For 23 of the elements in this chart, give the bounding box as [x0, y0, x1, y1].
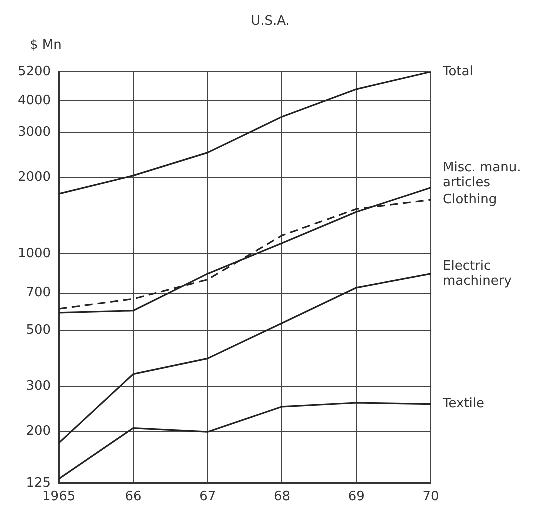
y-tick-label: 700 [26, 286, 52, 301]
y-tick-label: 3000 [18, 125, 52, 140]
x-tick-label: 70 [422, 490, 440, 505]
y-tick-label: 500 [26, 322, 52, 338]
y-tick-label: 1000 [18, 246, 52, 262]
y-tick-label: 5200 [18, 64, 52, 80]
x-tick-label: 69 [348, 490, 365, 505]
series-label: Electric machinery [443, 258, 512, 289]
chart-title: U.S.A. [250, 14, 291, 29]
y-tick-label: 300 [26, 379, 52, 394]
series-label: Textile [442, 396, 485, 412]
y-axis-title: $ Mn [30, 38, 62, 53]
series-label: Total [442, 64, 474, 80]
x-tick-label: 68 [274, 490, 291, 505]
x-tick-label: 66 [125, 490, 142, 505]
x-tick-label: 1965 [42, 490, 76, 505]
y-tick-label: 2000 [18, 170, 52, 185]
series-label: Misc. manu. articles [443, 160, 522, 190]
y-tick-label: 4000 [18, 93, 52, 108]
y-tick-label: 200 [26, 424, 52, 439]
y-tick-label: 125 [26, 476, 52, 491]
series-label: Clothing [443, 192, 498, 208]
x-tick-label: 67 [200, 490, 216, 505]
